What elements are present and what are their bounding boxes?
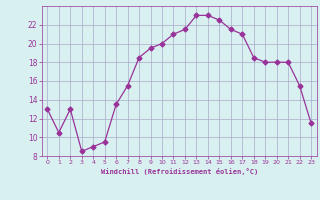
X-axis label: Windchill (Refroidissement éolien,°C): Windchill (Refroidissement éolien,°C)	[100, 168, 258, 175]
